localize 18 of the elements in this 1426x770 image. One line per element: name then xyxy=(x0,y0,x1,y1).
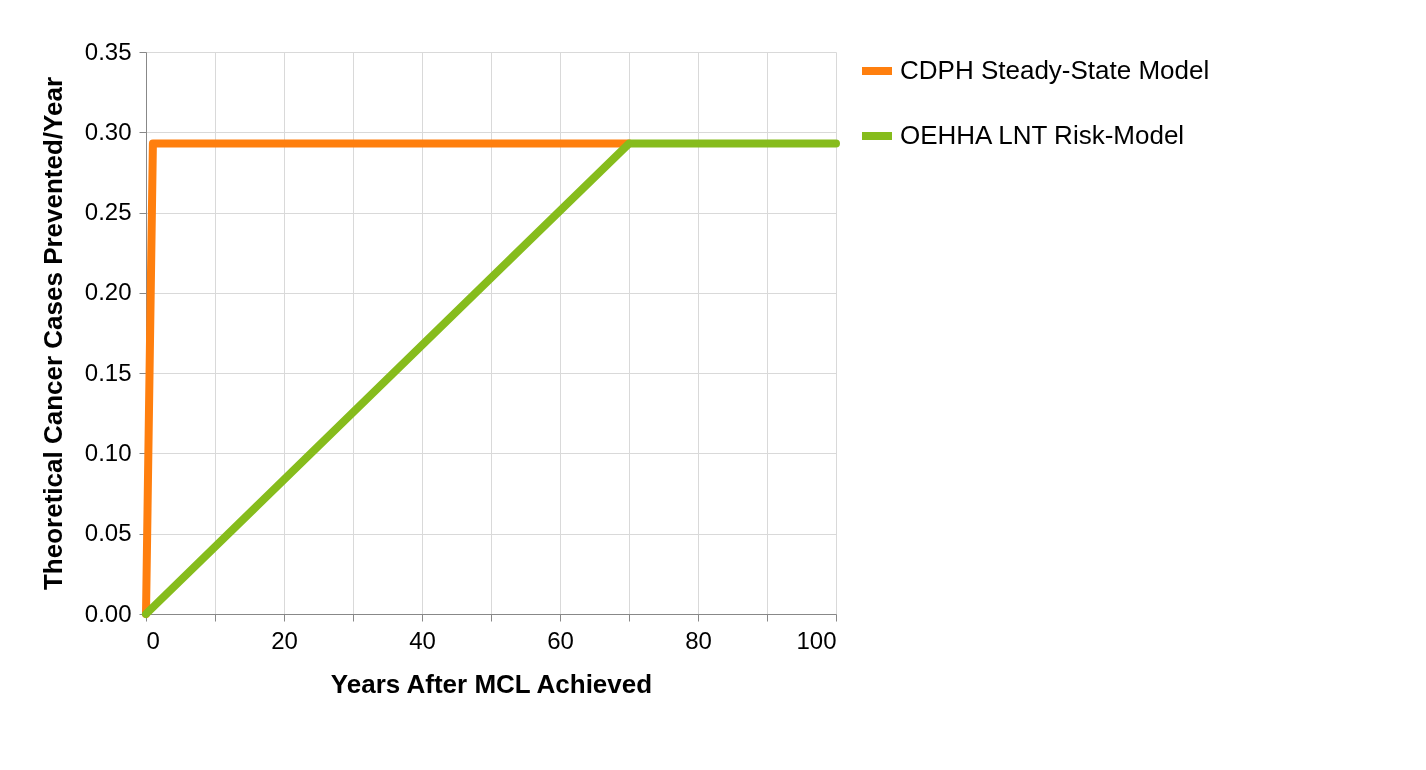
y-axis-title: Theoretical Cancer Cases Prevented/Year xyxy=(37,76,68,591)
x-tick-label: 100 xyxy=(796,626,837,654)
legend-label: OEHHA LNT Risk-Model xyxy=(900,120,1185,150)
x-tick-label: 60 xyxy=(547,626,574,654)
y-tick-label: 0.00 xyxy=(84,599,132,627)
x-axis-title: Years After MCL Achieved xyxy=(330,668,653,699)
y-tick-label: 0.35 xyxy=(84,37,132,65)
x-tick-label: 40 xyxy=(409,626,436,654)
y-tick-label: 0.15 xyxy=(84,358,132,386)
y-tick-label: 0.10 xyxy=(84,438,132,466)
y-tick-label: 0.25 xyxy=(84,198,132,226)
x-tick-label: 0 xyxy=(146,626,160,654)
y-tick-label: 0.30 xyxy=(84,117,132,145)
y-tick-label: 0.05 xyxy=(84,519,132,547)
y-tick-label: 0.20 xyxy=(84,278,132,306)
x-tick-label: 80 xyxy=(685,626,712,654)
legend-label: CDPH Steady-State Model xyxy=(900,55,1210,85)
x-tick-label: 20 xyxy=(271,626,298,654)
